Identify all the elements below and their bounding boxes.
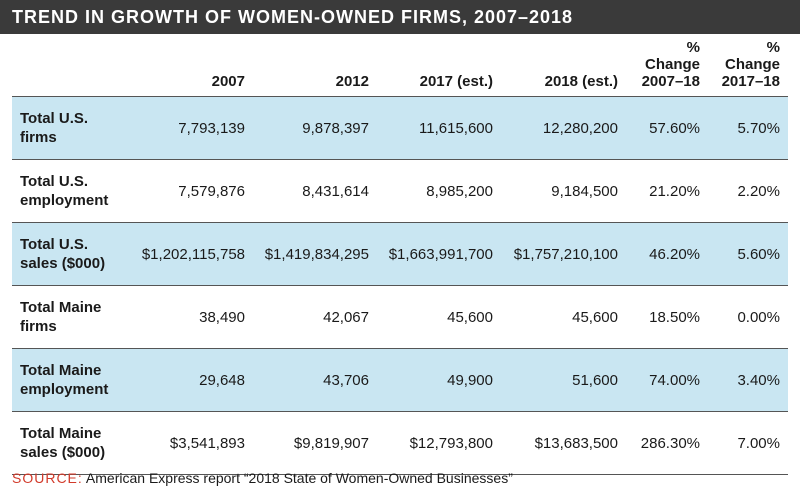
table-cell: 11,615,600 (377, 96, 501, 160)
table-row: Total Maine sales ($000) $3,541,893 $9,819,… (12, 411, 788, 474)
column-header-line (509, 56, 618, 73)
table-cell: 74.00% (626, 348, 708, 412)
table-cell: 51,600 (501, 348, 626, 412)
row-label-line: employment (20, 192, 109, 209)
source-text: American Express report “2018 State of W… (85, 470, 513, 486)
table-cell: $13,683,500 (501, 411, 626, 474)
table-cell: $3,541,893 (129, 411, 253, 474)
table-cell: 3.40% (708, 348, 788, 412)
column-header-line: % Change (724, 39, 780, 73)
table-cell: 9,878,397 (253, 96, 377, 160)
column-header: % Change 2007–18 (626, 34, 708, 97)
column-header: 2018 (est.) (501, 34, 626, 97)
table-row: Total U.S. employment 7,579,876 8,431,614 8,… (12, 159, 788, 223)
row-label: Total Maine employment (12, 348, 129, 412)
table-cell: 12,280,200 (501, 96, 626, 160)
table-cell: 43,706 (253, 348, 377, 412)
table-row: Total U.S. firms 7,793,139 9,878,397 11,615,… (12, 96, 788, 160)
row-label: Total U.S. firms (12, 96, 129, 160)
row-label-line: firms (20, 318, 57, 335)
table-cell: 21.20% (626, 159, 708, 223)
source-label: SOURCE: (12, 470, 83, 486)
table-cell: $9,819,907 (253, 411, 377, 474)
column-header-line (261, 56, 369, 73)
row-label: Total U.S. sales ($000) (12, 222, 129, 286)
column-header: 2012 (253, 34, 377, 97)
column-header-line: 2012 (335, 73, 369, 90)
row-label-line: sales ($000) (20, 444, 106, 461)
table-cell: 286.30% (626, 411, 708, 474)
table-cell: 57.60% (626, 96, 708, 160)
row-label: Total Maine firms (12, 285, 129, 349)
table-cell: 45,600 (501, 285, 626, 349)
table-cell: 29,648 (129, 348, 253, 412)
table-cell: 9,184,500 (501, 159, 626, 223)
column-header-line (20, 73, 121, 90)
column-header: % Change 2017–18 (708, 34, 788, 97)
row-label: Total U.S. employment (12, 159, 129, 223)
row-label-line: firms (20, 129, 57, 146)
header-row: 2007 2012 2017 (est.) 2018 (est.) % Chang… (12, 34, 788, 97)
table-cell: 18.50% (626, 285, 708, 349)
table-cell: 8,985,200 (377, 159, 501, 223)
table-cell: $12,793,800 (377, 411, 501, 474)
table-cell: 0.00% (708, 285, 788, 349)
column-header: 2007 (129, 34, 253, 97)
row-label-line: Total U.S. (20, 236, 89, 253)
table-cell: 5.70% (708, 96, 788, 160)
data-table: 2007 2012 2017 (est.) 2018 (est.) % Chang… (12, 34, 788, 474)
table-cell: 2.20% (708, 159, 788, 223)
table-cell: 46.20% (626, 222, 708, 286)
column-header-line: % Change (644, 39, 700, 73)
table-row: Total Maine firms 38,490 42,067 45,600 45,600… (12, 285, 788, 349)
table-cell: 7.00% (708, 411, 788, 474)
data-table-container: 2007 2012 2017 (est.) 2018 (est.) % Chang… (12, 34, 788, 475)
column-header-line: 2007–18 (641, 73, 700, 90)
row-label-line: sales ($000) (20, 255, 106, 272)
table-cell: 8,431,614 (253, 159, 377, 223)
table-cell: $1,663,991,700 (377, 222, 501, 286)
column-header-line: 2018 (est.) (544, 73, 618, 90)
row-label-line: Total Maine (20, 425, 102, 442)
row-label-line: Total U.S. (20, 110, 89, 127)
table-cell: $1,419,834,295 (253, 222, 377, 286)
column-header-line (137, 56, 245, 73)
table-cell: 7,793,139 (129, 96, 253, 160)
row-label-line: Total Maine (20, 362, 102, 379)
column-header-line: 2017–18 (721, 73, 780, 90)
header-corner (12, 34, 129, 97)
row-label-line: employment (20, 381, 109, 398)
column-header-line: 2017 (est.) (419, 73, 493, 90)
table-cell: 7,579,876 (129, 159, 253, 223)
table-cell: 45,600 (377, 285, 501, 349)
table-row: Total U.S. sales ($000) $1,202,115,758 $1,4… (12, 222, 788, 286)
source-note: SOURCE: American Express report “2018 St… (12, 470, 513, 486)
table-cell: 42,067 (253, 285, 377, 349)
table-cell: 49,900 (377, 348, 501, 412)
row-label-line: Total Maine (20, 299, 102, 316)
column-header: 2017 (est.) (377, 34, 501, 97)
column-header-line (385, 56, 493, 73)
table-cell: 5.60% (708, 222, 788, 286)
table-cell: 38,490 (129, 285, 253, 349)
table-body: Total U.S. firms 7,793,139 9,878,397 11,615,… (12, 96, 788, 474)
table-title: TREND IN GROWTH OF WOMEN-OWNED FIRMS, 20… (0, 0, 800, 34)
column-header-line: 2007 (211, 73, 245, 90)
row-label: Total Maine sales ($000) (12, 411, 129, 474)
table-row: Total Maine employment 29,648 43,706 49,900 5… (12, 348, 788, 412)
row-label-line: Total U.S. (20, 173, 89, 190)
table-cell: $1,757,210,100 (501, 222, 626, 286)
table-cell: $1,202,115,758 (129, 222, 253, 286)
